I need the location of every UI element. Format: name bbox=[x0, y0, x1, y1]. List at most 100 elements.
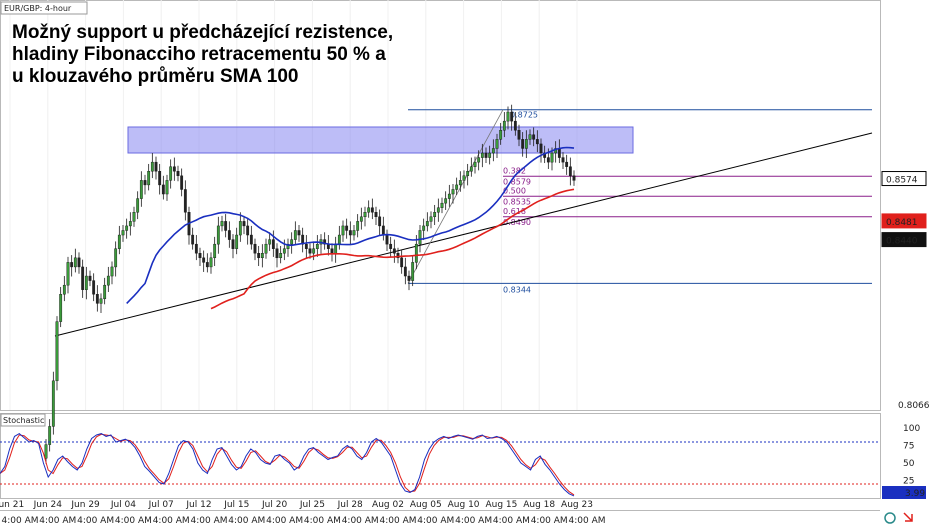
candle bbox=[268, 239, 272, 245]
stoch-axis-label: 50 bbox=[903, 459, 915, 469]
candle bbox=[568, 166, 572, 177]
x-tick-label: Jul 04 bbox=[110, 500, 136, 510]
candle bbox=[389, 243, 393, 249]
candle bbox=[286, 243, 290, 249]
candle bbox=[510, 111, 514, 122]
candle bbox=[334, 243, 338, 254]
candle bbox=[81, 266, 85, 290]
x-tick-label: Jul 07 bbox=[148, 500, 174, 510]
candle bbox=[521, 139, 525, 149]
annotation-line-2: hladiny Fibonacciho retracementu 50 % a bbox=[12, 44, 386, 65]
candle bbox=[517, 130, 521, 140]
support-zone bbox=[127, 126, 634, 154]
arrow-icon-path[interactable] bbox=[903, 512, 913, 522]
candle bbox=[106, 275, 110, 286]
candle bbox=[73, 257, 77, 268]
candle bbox=[110, 266, 114, 277]
stochastic-label-box bbox=[0, 413, 46, 427]
reset-icon-ring[interactable] bbox=[884, 512, 896, 524]
candle bbox=[62, 284, 66, 295]
candle bbox=[495, 139, 499, 149]
candle bbox=[209, 257, 213, 268]
candle bbox=[477, 157, 481, 163]
x-tick-label: Aug 23 bbox=[561, 500, 593, 510]
candle bbox=[407, 275, 411, 281]
candle bbox=[363, 212, 367, 218]
x-tick-label: Jun 29 bbox=[70, 500, 100, 510]
candle bbox=[488, 152, 492, 158]
candle bbox=[370, 207, 374, 213]
arrow-icon[interactable] bbox=[903, 512, 913, 522]
candle bbox=[411, 262, 415, 281]
x-tick-label: Jul 15 bbox=[223, 500, 249, 510]
candle bbox=[77, 257, 81, 268]
candle bbox=[132, 212, 136, 222]
candle bbox=[374, 212, 378, 218]
trendline bbox=[54, 132, 873, 337]
candle bbox=[392, 248, 396, 254]
y-axis-label: 0.8066 bbox=[898, 401, 930, 411]
time-tick-label: 4:00 AM bbox=[39, 516, 76, 526]
candle bbox=[345, 225, 349, 231]
candle bbox=[275, 248, 279, 259]
candle bbox=[458, 180, 462, 186]
candle bbox=[99, 298, 103, 304]
candle bbox=[381, 225, 385, 236]
candle bbox=[198, 253, 202, 259]
candle bbox=[180, 175, 184, 190]
chart-annotation: Možný support u předcházející rezistence… bbox=[12, 22, 422, 88]
candle bbox=[385, 234, 389, 245]
candle bbox=[246, 225, 250, 236]
price-badge-value: 0.8574 bbox=[886, 176, 918, 186]
stochastic-label: Stochastic bbox=[3, 416, 44, 425]
candle bbox=[429, 216, 433, 222]
candle bbox=[279, 253, 283, 259]
price-panel-frame bbox=[0, 0, 881, 411]
candle bbox=[565, 161, 569, 167]
x-tick-label: Jun 24 bbox=[33, 500, 63, 510]
candle bbox=[161, 184, 165, 195]
candle bbox=[352, 230, 356, 236]
candle bbox=[447, 193, 451, 199]
x-tick-label: Jul 12 bbox=[185, 500, 211, 510]
candle bbox=[238, 221, 242, 236]
candle bbox=[403, 266, 407, 277]
candle bbox=[172, 166, 176, 172]
fib-level-label: 0.8535 bbox=[503, 197, 531, 206]
candle bbox=[202, 257, 206, 263]
price-layer bbox=[44, 104, 576, 464]
time-tick-label: 4:00 AM bbox=[77, 516, 114, 526]
candle bbox=[205, 262, 209, 268]
candle bbox=[165, 180, 169, 195]
price-badge bbox=[881, 232, 927, 248]
fib-level-label: 0.382 bbox=[503, 166, 526, 175]
fib-level-label: 0.8490 bbox=[503, 218, 531, 227]
candle bbox=[455, 184, 459, 190]
candle bbox=[506, 111, 510, 122]
candle bbox=[524, 139, 528, 149]
candle bbox=[224, 221, 228, 231]
candle bbox=[216, 225, 220, 245]
candle bbox=[315, 243, 319, 249]
time-tick-label: 4:00 AM bbox=[380, 516, 417, 526]
reset-icon[interactable] bbox=[884, 512, 896, 524]
candle bbox=[114, 248, 118, 268]
candle bbox=[158, 171, 162, 186]
candle bbox=[422, 225, 426, 231]
candle bbox=[44, 444, 48, 459]
candle bbox=[143, 180, 147, 186]
stoch-value: 3.99 bbox=[905, 489, 925, 499]
candle bbox=[51, 380, 55, 427]
candle bbox=[253, 243, 257, 254]
time-tick-label: 4:00 AM bbox=[569, 516, 606, 526]
candle bbox=[312, 248, 316, 254]
candle bbox=[425, 221, 429, 227]
candle bbox=[444, 198, 448, 204]
time-tick-label: 4:00 AM bbox=[153, 516, 190, 526]
candle bbox=[297, 230, 301, 236]
candle bbox=[433, 212, 437, 218]
x-tick-label: Aug 15 bbox=[485, 500, 517, 510]
candle bbox=[257, 253, 261, 259]
candle bbox=[176, 171, 180, 177]
